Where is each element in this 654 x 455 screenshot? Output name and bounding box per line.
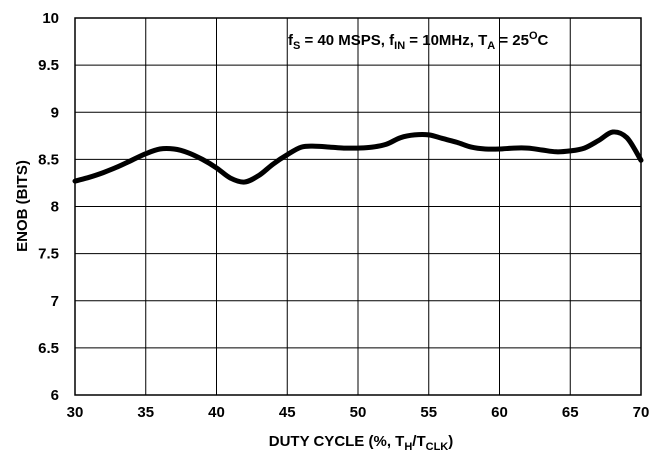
x-tick-label: 55 [420,404,437,421]
y-tick-label: 8.5 [38,151,59,168]
x-tick-labels: 30 35 40 45 50 55 60 65 70 [67,404,650,421]
y-tick-label: 7 [51,293,59,310]
y-tick-label: 6 [51,387,59,404]
x-tick-label: 70 [633,404,650,421]
y-tick-labels: 6 6.5 7 7.5 8 8.5 9 9.5 10 [38,10,59,404]
x-tick-label: 65 [562,404,579,421]
x-tick-label: 40 [208,404,225,421]
y-axis-label: ENOB (BITS) [14,160,31,252]
y-tick-label: 10 [42,10,59,27]
x-tick-label: 60 [491,404,508,421]
y-tick-label: 7.5 [38,246,59,263]
y-tick-label: 9 [51,104,59,121]
enob-series-line [72,129,644,185]
conditions-annotation: fS = 40 MSPS, fIN = 10MHz, TA = 25OC [288,30,549,52]
y-tick-label: 8 [51,199,59,216]
x-tick-label: 50 [350,404,367,421]
y-tick-label: 9.5 [38,57,59,74]
y-tick-label: 6.5 [38,340,59,357]
grid-lines [74,17,642,396]
x-tick-label: 35 [137,404,154,421]
x-tick-label: 45 [279,404,296,421]
x-axis-label: DUTY CYCLE (%, TH/TCLK) [269,433,453,453]
x-tick-label: 30 [67,404,84,421]
plot-frame [74,17,642,396]
